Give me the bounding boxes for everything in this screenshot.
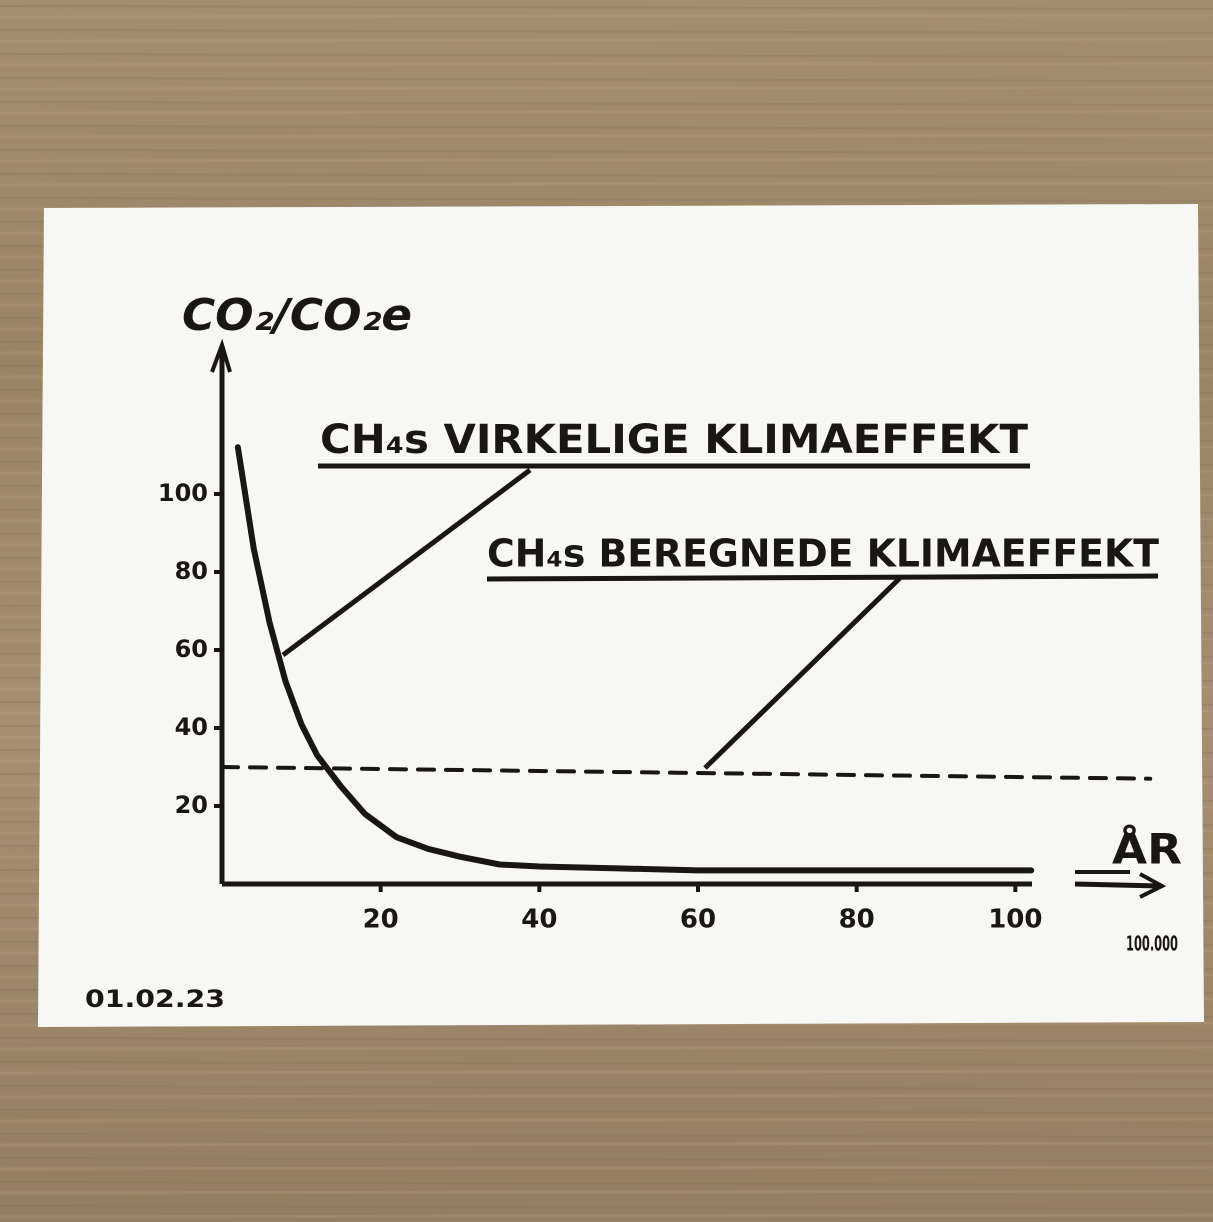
y-tick-label: 100 [158, 479, 208, 507]
annotation-actual: CH₄s VIRKELIGE KLIMAEFFEKT [320, 417, 1029, 463]
y-tick-label: 80 [175, 557, 208, 585]
y-tick-label: 60 [175, 635, 208, 663]
x-tick-label: 60 [680, 905, 716, 935]
y-tick-label: 40 [175, 713, 208, 741]
x-tick-label: 40 [521, 905, 557, 935]
x-tick-label: 20 [363, 905, 399, 935]
y-axis-label: CO₂/CO₂e [182, 290, 412, 341]
photo: CO₂/CO₂e ÅR 100.000 01.02.23 CH₄s VIRKEL… [0, 0, 1213, 1222]
x-axis-label: ÅR [1112, 824, 1182, 874]
annotation-underline [487, 576, 1158, 579]
x-tick-label: 80 [839, 905, 875, 935]
y-tick-label: 20 [175, 791, 208, 819]
x-axis-arrow [1075, 884, 1160, 886]
x-tick-label: 100 [988, 905, 1042, 935]
annotation-calculated: CH₄s BEREGNEDE KLIMAEFFEKT [487, 532, 1159, 576]
x-axis-end-label: 100.000 [1126, 932, 1178, 956]
date: 01.02.23 [85, 985, 225, 1013]
